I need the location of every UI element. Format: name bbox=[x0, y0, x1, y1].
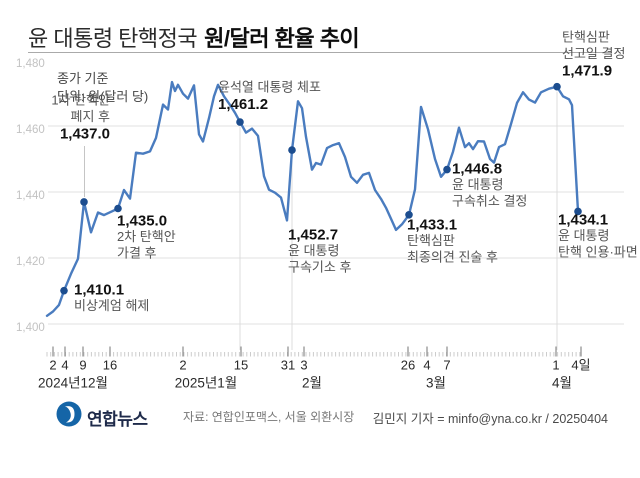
data-point-dot bbox=[60, 286, 68, 295]
x-axis-day-label: 4 bbox=[61, 358, 68, 373]
annotation-value: 1,437.0 bbox=[60, 125, 110, 142]
annotation-value: 1,461.2 bbox=[218, 96, 268, 113]
y-axis-label: 1,400 bbox=[16, 322, 45, 334]
chart-note-unit: 단위: 원(달러 당) bbox=[57, 89, 149, 104]
annotation-desc: 탄핵심판 bbox=[562, 30, 610, 45]
annotation-value: 1,410.1 bbox=[74, 281, 124, 298]
page-title-bold: 원/달러 환율 추이 bbox=[204, 25, 360, 51]
annotation-yoon-arrest: 윤석열 대통령 체포1,461.2 bbox=[218, 80, 321, 126]
data-point-dot bbox=[288, 146, 296, 154]
data-point-dot bbox=[114, 204, 122, 213]
chart-note: 종가 기준 단위: 원(달러 당) bbox=[57, 70, 148, 106]
chart-note-basis: 종가 기준 bbox=[57, 71, 109, 86]
event-marker-lines bbox=[84, 91, 558, 350]
yonhap-logo-icon bbox=[56, 401, 82, 427]
data-point-dot bbox=[405, 210, 413, 219]
x-axis-day-label: 31 bbox=[281, 358, 295, 373]
annotation-desc: 윤 대통령 bbox=[452, 177, 503, 192]
annotation-desc: 구속취소 결정 bbox=[452, 194, 527, 209]
x-axis-day-label: 3 bbox=[300, 358, 307, 373]
annotation-desc: 윤 대통령 bbox=[288, 243, 339, 258]
x-axis-month-label: 2024년12월 bbox=[38, 376, 108, 391]
x-axis-day-label: 2 bbox=[49, 358, 56, 373]
y-axis-label: 1,460 bbox=[16, 124, 45, 136]
x-axis-day-label: 4 bbox=[423, 358, 430, 373]
annotation-value: 1,434.1 bbox=[558, 211, 608, 228]
y-grid: 1,400 1,420 1,440 1,460 1,480 bbox=[16, 58, 624, 334]
x-axis-day-label: 16 bbox=[103, 358, 117, 373]
data-point-dot bbox=[553, 82, 561, 91]
page-title-regular: 윤 대통령 탄핵정국 bbox=[28, 25, 198, 51]
y-axis-label: 1,420 bbox=[16, 256, 45, 268]
annotation-desc: 윤 대통령 bbox=[558, 228, 609, 243]
annotation-desc: 탄핵 인용·파면 bbox=[558, 245, 638, 260]
x-axis-month-label: 2025년1월 bbox=[175, 376, 237, 391]
byline-text: 김민지 기자 = minfo@yna.co.kr / 20250404 bbox=[372, 412, 608, 426]
data-point-dot bbox=[80, 198, 88, 206]
yonhap-logo-text: 연합뉴스 bbox=[87, 410, 148, 429]
annotation-desc: 비상계엄 해제 bbox=[74, 298, 149, 313]
x-axis-day-label: 15 bbox=[234, 358, 248, 373]
x-axis-day-label: 7 bbox=[443, 358, 450, 373]
annotation-desc: 최종의견 진술 후 bbox=[407, 250, 498, 265]
x-axis-day-label: 4일 bbox=[571, 358, 590, 373]
title-separator bbox=[28, 52, 612, 53]
annotation-value: 1,471.9 bbox=[562, 62, 612, 79]
annotation-value: 1,435.0 bbox=[117, 212, 167, 229]
x-axis-month-label: 4월 bbox=[552, 376, 572, 391]
x-axis-day-label: 26 bbox=[401, 358, 415, 373]
data-point-dot bbox=[236, 118, 244, 126]
y-axis-label: 1,440 bbox=[16, 190, 45, 202]
annotation-desc: 선고일 결정 bbox=[562, 46, 625, 61]
y-axis-label: 1,480 bbox=[16, 58, 45, 70]
x-axis-day-label: 9 bbox=[79, 358, 86, 373]
exchange-rate-line bbox=[45, 80, 580, 317]
x-axis-month-label: 3월 bbox=[426, 376, 446, 391]
data-point-dot bbox=[443, 165, 451, 174]
x-axis-day-label: 1 bbox=[552, 358, 559, 373]
source-text: 자료: 연합인포맥스, 서울 외환시장 bbox=[183, 410, 355, 424]
annotation-desc: 폐지 후 bbox=[71, 109, 111, 124]
annotation-desc: 구속기소 후 bbox=[288, 260, 351, 275]
annotation-desc: 탄핵심판 bbox=[407, 233, 455, 248]
x-axis-day-label: 2 bbox=[179, 358, 186, 373]
annotation-value: 1,446.8 bbox=[452, 160, 502, 177]
data-point-dot bbox=[574, 207, 582, 216]
annotation-desc: 가결 후 bbox=[117, 246, 157, 261]
page-title: 윤 대통령 탄핵정국 원/달러 환율 추이 bbox=[28, 25, 360, 53]
annotation-desc: 윤석열 대통령 체포 bbox=[218, 80, 321, 95]
x-axis-month-label: 2월 bbox=[302, 376, 322, 391]
annotation-value: 1,452.7 bbox=[288, 226, 338, 243]
annotation-desc: 1차 탄핵안 bbox=[51, 93, 110, 108]
annotation-desc: 2차 탄핵안 bbox=[117, 229, 176, 244]
annotation-value: 1,433.1 bbox=[407, 216, 457, 233]
